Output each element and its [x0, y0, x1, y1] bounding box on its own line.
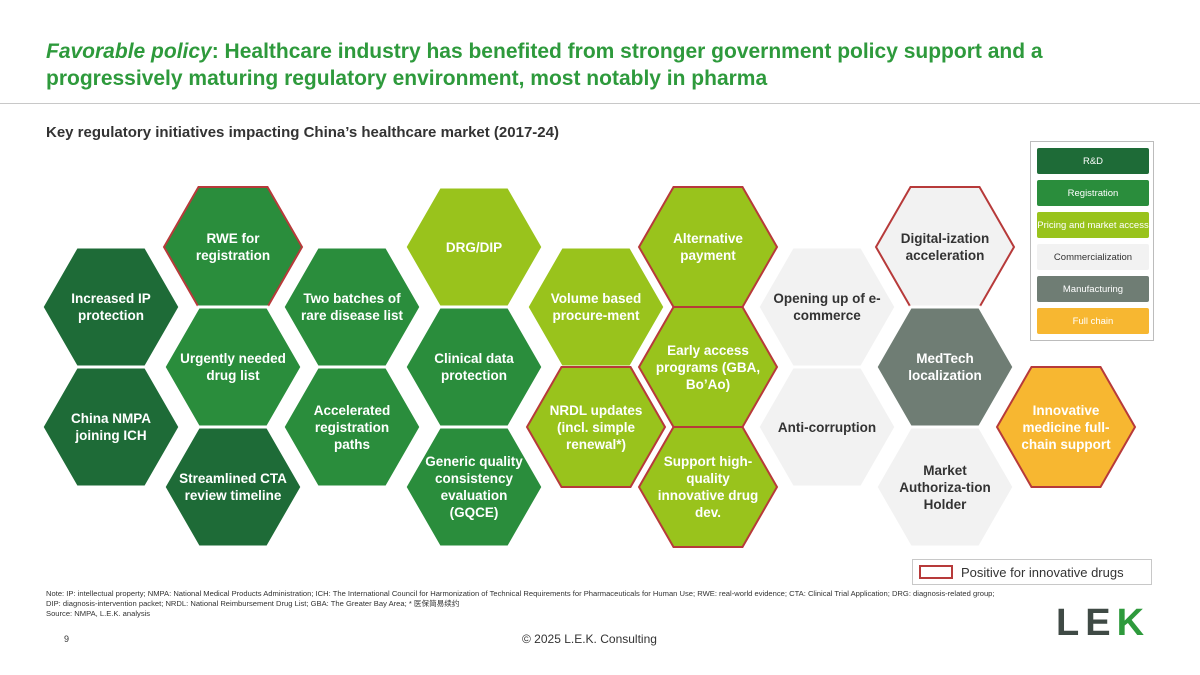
- hex-label: RWE for registration: [195, 231, 271, 263]
- innovative-legend-label: Positive for innovative drugs: [961, 564, 1124, 580]
- innovative-swatch: [919, 565, 953, 579]
- footnotes: Note: IP: intellectual property; NMPA: N…: [46, 589, 1006, 619]
- category-legend: R&D Registration Pricing and market acce…: [1030, 141, 1154, 341]
- hex-fullchain: [995, 366, 1137, 488]
- copyright: © 2025 L.E.K. Consulting: [522, 632, 657, 646]
- hex-rd: [162, 425, 304, 549]
- chart-subtitle: Key regulatory initiatives impacting Chi…: [46, 124, 559, 141]
- hex-commercialization: [874, 425, 1016, 549]
- hex-label: Clinical data protection: [434, 351, 514, 383]
- hex-label: Volume based procure-ment: [550, 291, 642, 323]
- title-rest: : Healthcare industry has benefited from…: [46, 40, 1043, 90]
- hex-label: Digital-ization acceleration: [900, 231, 990, 263]
- hex-label: Alternative payment: [673, 231, 743, 263]
- hex-commercialization: [756, 365, 898, 489]
- innovative-legend: Positive for innovative drugs: [912, 559, 1152, 585]
- hex-registration: [281, 365, 423, 489]
- hex-registration: [403, 425, 545, 549]
- hex-label: China NMPA joining ICH: [71, 411, 151, 443]
- legend-commercialization: Commercialization: [1037, 244, 1149, 270]
- notes-text: Note: IP: intellectual property; NMPA: N…: [46, 589, 995, 608]
- title-lead: Favorable policy: [46, 40, 212, 63]
- legend-registration: Registration: [1037, 180, 1149, 206]
- hex-pricing: [525, 366, 667, 488]
- legend-rd: R&D: [1037, 148, 1149, 174]
- lek-logo: LEK: [1056, 602, 1150, 645]
- hex-label: NRDL updates (incl. simple renewal*): [549, 402, 643, 452]
- hex-label: Streamlined CTA review timeline: [179, 471, 287, 503]
- hex-label: Urgently needed drug list: [180, 351, 286, 383]
- title-divider: [0, 103, 1200, 104]
- hex-map: [40, 185, 1137, 549]
- hex-label: Support high-quality innovative drug dev…: [657, 454, 759, 520]
- logo-k: K: [1116, 602, 1151, 644]
- logo-le: LE: [1056, 602, 1117, 644]
- source-text: Source: NMPA, L.E.K. analysis: [46, 609, 151, 618]
- hex-label: Early access programs (GBA, Bo’Ao): [655, 342, 761, 392]
- hex-label: Two batches of rare disease list: [300, 291, 404, 323]
- legend-pricing: Pricing and market access: [1037, 212, 1149, 238]
- hex-label: Increased IP protection: [71, 291, 151, 323]
- hex-label: Accelerated registration paths: [313, 402, 391, 452]
- page-title: Favorable policy: Healthcare industry ha…: [46, 38, 1156, 92]
- hex-label: Opening up of e-commerce: [773, 291, 881, 323]
- hex-rd: [40, 365, 182, 489]
- hex-label: Innovative medicine full-chain support: [1021, 402, 1111, 452]
- hex-label: Anti-corruption: [777, 419, 877, 435]
- page-number: 9: [64, 634, 70, 644]
- legend-fullchain: Full chain: [1037, 308, 1149, 334]
- hex-label: Generic quality consistency evaluation (…: [425, 454, 523, 520]
- hex-label: MedTech localization: [908, 351, 982, 383]
- hex-pricing: [637, 426, 779, 548]
- legend-manufacturing: Manufacturing: [1037, 276, 1149, 302]
- hex-label: Market Authoriza-tion Holder: [899, 462, 991, 512]
- hex-label: DRG/DIP: [445, 239, 503, 255]
